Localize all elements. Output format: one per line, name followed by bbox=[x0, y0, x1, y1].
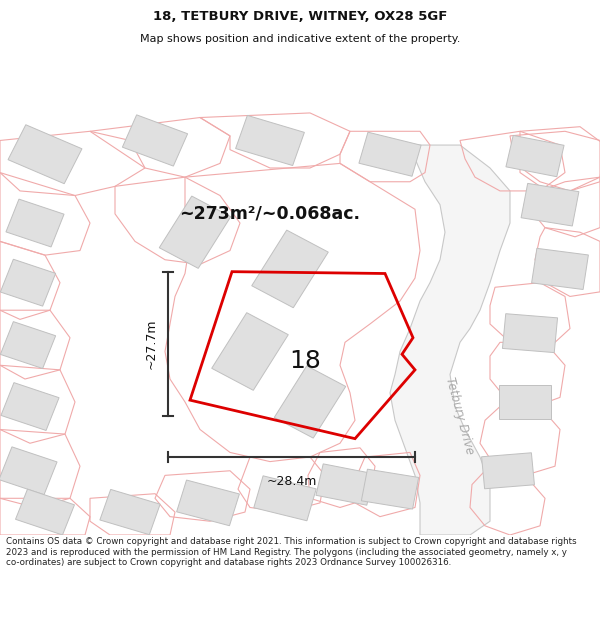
Polygon shape bbox=[212, 312, 288, 391]
Polygon shape bbox=[252, 230, 328, 308]
Text: Map shows position and indicative extent of the property.: Map shows position and indicative extent… bbox=[140, 34, 460, 44]
Polygon shape bbox=[274, 366, 346, 438]
Polygon shape bbox=[100, 489, 160, 535]
Polygon shape bbox=[482, 452, 535, 489]
Polygon shape bbox=[8, 125, 82, 184]
Polygon shape bbox=[532, 248, 589, 289]
Polygon shape bbox=[1, 322, 56, 369]
Polygon shape bbox=[1, 382, 59, 431]
Text: Tetbury Drive: Tetbury Drive bbox=[443, 376, 476, 456]
Text: ~28.4m: ~28.4m bbox=[266, 476, 317, 488]
Polygon shape bbox=[6, 199, 64, 247]
Polygon shape bbox=[361, 469, 419, 509]
Text: Contains OS data © Crown copyright and database right 2021. This information is : Contains OS data © Crown copyright and d… bbox=[6, 538, 577, 568]
Text: ~273m²/~0.068ac.: ~273m²/~0.068ac. bbox=[179, 205, 361, 223]
Polygon shape bbox=[176, 480, 239, 526]
Text: 18: 18 bbox=[289, 349, 321, 372]
Text: 18, TETBURY DRIVE, WITNEY, OX28 5GF: 18, TETBURY DRIVE, WITNEY, OX28 5GF bbox=[153, 10, 447, 23]
Polygon shape bbox=[1, 259, 56, 306]
Polygon shape bbox=[0, 447, 57, 494]
Polygon shape bbox=[254, 476, 316, 521]
Polygon shape bbox=[122, 115, 188, 166]
Polygon shape bbox=[316, 464, 374, 505]
Polygon shape bbox=[390, 145, 510, 535]
Polygon shape bbox=[359, 132, 421, 176]
Polygon shape bbox=[502, 314, 557, 352]
Polygon shape bbox=[499, 384, 551, 419]
Polygon shape bbox=[506, 136, 564, 177]
Polygon shape bbox=[159, 196, 231, 268]
Polygon shape bbox=[16, 489, 74, 535]
Polygon shape bbox=[521, 183, 579, 226]
Text: ~27.7m: ~27.7m bbox=[145, 319, 158, 369]
Polygon shape bbox=[236, 116, 304, 166]
